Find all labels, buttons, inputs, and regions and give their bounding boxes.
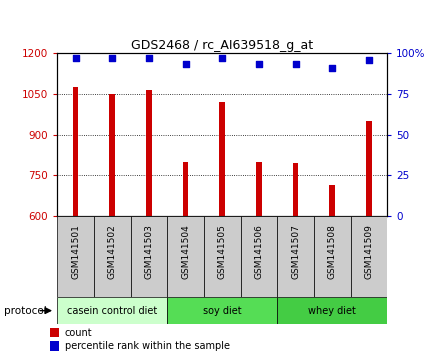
Point	[255, 62, 262, 67]
Title: GDS2468 / rc_AI639518_g_at: GDS2468 / rc_AI639518_g_at	[131, 39, 313, 52]
Bar	[110, 94, 115, 216]
Text: GSM141508: GSM141508	[328, 224, 337, 279]
FancyBboxPatch shape	[57, 297, 167, 324]
Text: count: count	[65, 328, 92, 338]
Point	[329, 65, 336, 70]
Text: GSM141502: GSM141502	[108, 224, 117, 279]
Text: casein control diet: casein control diet	[67, 306, 158, 316]
Bar	[256, 162, 262, 216]
Point	[145, 55, 152, 61]
Text: percentile rank within the sample: percentile rank within the sample	[65, 341, 230, 351]
FancyBboxPatch shape	[351, 216, 387, 297]
FancyBboxPatch shape	[314, 216, 351, 297]
Point	[72, 55, 79, 61]
Text: GSM141503: GSM141503	[144, 224, 154, 279]
Point	[365, 57, 372, 62]
Bar	[330, 185, 335, 216]
Text: protocol: protocol	[4, 306, 47, 316]
Text: GSM141501: GSM141501	[71, 224, 80, 279]
Bar	[183, 162, 188, 216]
Point	[182, 62, 189, 67]
Bar	[146, 90, 152, 216]
FancyBboxPatch shape	[241, 216, 277, 297]
FancyBboxPatch shape	[277, 297, 387, 324]
Bar	[50, 341, 59, 351]
FancyBboxPatch shape	[131, 216, 167, 297]
Text: GSM141509: GSM141509	[364, 224, 374, 279]
FancyBboxPatch shape	[94, 216, 131, 297]
Point	[292, 62, 299, 67]
Text: GSM141507: GSM141507	[291, 224, 300, 279]
Text: whey diet: whey diet	[308, 306, 356, 316]
FancyBboxPatch shape	[167, 216, 204, 297]
Point	[109, 55, 116, 61]
FancyBboxPatch shape	[277, 216, 314, 297]
Text: GSM141505: GSM141505	[218, 224, 227, 279]
FancyBboxPatch shape	[204, 216, 241, 297]
Bar	[73, 87, 78, 216]
Bar	[50, 328, 59, 337]
Text: GSM141504: GSM141504	[181, 224, 190, 279]
FancyBboxPatch shape	[57, 216, 94, 297]
Bar	[366, 121, 372, 216]
Point	[219, 55, 226, 61]
Text: GSM141506: GSM141506	[254, 224, 264, 279]
FancyBboxPatch shape	[167, 297, 277, 324]
Text: soy diet: soy diet	[203, 306, 242, 316]
Bar	[293, 163, 298, 216]
Bar	[220, 102, 225, 216]
